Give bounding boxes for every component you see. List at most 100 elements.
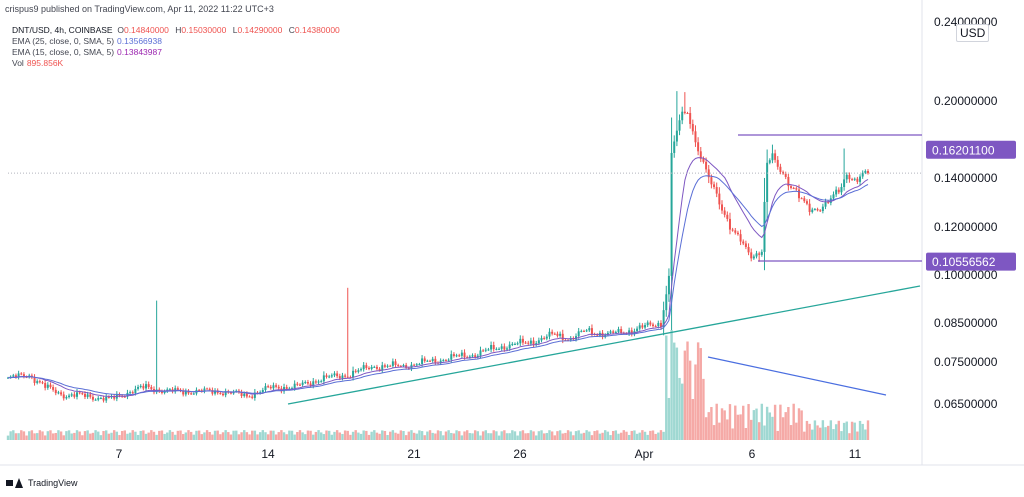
- volume-bar: [460, 435, 464, 440]
- candle-body: [766, 162, 769, 202]
- volume-bar: [187, 430, 190, 440]
- volume-bar: [57, 430, 60, 440]
- candle-body: [821, 206, 824, 212]
- candle-body: [46, 384, 49, 388]
- volume-bar: [378, 433, 381, 440]
- candle-body: [275, 385, 278, 387]
- volume-bar: [181, 434, 185, 440]
- volume-bar: [768, 412, 771, 440]
- candle-body: [317, 381, 320, 383]
- candle-body: [184, 391, 187, 395]
- candle-body: [628, 330, 631, 334]
- volume-bar: [285, 434, 288, 440]
- candle-body: [476, 355, 479, 357]
- volume-bar: [250, 430, 254, 440]
- volume-bar: [306, 430, 310, 440]
- y-tick-label: 0.10000000: [934, 268, 998, 282]
- candle-body: [89, 394, 92, 397]
- candle-body: [673, 141, 676, 153]
- candle-body: [229, 392, 232, 394]
- volume-bar: [6, 435, 10, 440]
- volume-bar: [33, 433, 36, 440]
- volume-bar: [179, 430, 182, 440]
- volume-bar: [166, 432, 169, 440]
- candle-body: [843, 179, 846, 188]
- candle-body: [657, 322, 660, 327]
- volume-bar: [803, 431, 806, 440]
- volume-bar: [468, 433, 472, 440]
- candle-body: [73, 394, 76, 397]
- y-tick-label: 0.07500000: [934, 355, 998, 369]
- volume-bar: [423, 435, 426, 440]
- volume-bar: [75, 430, 79, 440]
- x-tick-label: 7: [116, 447, 123, 461]
- candle-body: [397, 365, 400, 367]
- candle-body: [415, 364, 418, 366]
- volume-bar: [237, 434, 241, 440]
- volume-bar: [715, 403, 718, 440]
- volume-bar: [301, 432, 304, 440]
- candle-body: [768, 160, 771, 163]
- volume-bar: [163, 433, 166, 440]
- candle-body: [508, 344, 511, 349]
- candle-body: [94, 399, 97, 401]
- candle-body: [216, 390, 219, 394]
- candle-body: [641, 325, 644, 328]
- volume-bar: [362, 430, 365, 440]
- candle-body: [291, 388, 294, 390]
- volume-bar: [760, 403, 764, 440]
- candle-body: [402, 365, 405, 367]
- candle-body: [553, 333, 556, 335]
- y-tick-label: 0.14000000: [934, 171, 998, 185]
- volume-bar: [54, 433, 57, 440]
- volume-bar: [763, 425, 766, 440]
- candle-body: [527, 342, 530, 344]
- x-tick-label: 6: [749, 447, 756, 461]
- volume-bar: [118, 435, 121, 440]
- candle-body: [511, 343, 514, 345]
- candle-body: [697, 142, 700, 152]
- volume-bar: [643, 431, 647, 440]
- volume-bar: [864, 429, 867, 440]
- y-tick-label: 0.08500000: [934, 316, 998, 330]
- candle-body: [367, 367, 370, 369]
- volume-bar: [354, 430, 357, 440]
- volume-bar: [622, 430, 626, 440]
- candle-body: [620, 329, 623, 333]
- candle-body: [492, 345, 495, 350]
- candle-body: [856, 178, 859, 182]
- candle-body: [797, 189, 800, 199]
- candle-body: [378, 368, 381, 371]
- candle-body: [782, 171, 785, 174]
- candle-body: [752, 256, 755, 259]
- volume-bar: [158, 430, 161, 440]
- volume-bar: [596, 430, 599, 440]
- candle-body: [537, 340, 540, 344]
- candle-body: [771, 153, 774, 161]
- candle-body: [715, 187, 718, 194]
- candle-body: [83, 393, 86, 397]
- volume-bar: [171, 431, 174, 440]
- candle-body: [659, 322, 662, 328]
- volume-bar: [627, 434, 631, 440]
- volume-bar: [473, 430, 477, 440]
- candle-body: [556, 333, 559, 336]
- volume-bar: [707, 412, 710, 440]
- volume-bar: [686, 341, 689, 440]
- candle-body: [421, 358, 424, 364]
- volume-bar: [373, 430, 376, 440]
- candle-body: [365, 365, 368, 368]
- volume-bar: [309, 430, 312, 440]
- volume-bar: [718, 422, 721, 440]
- candle-body: [269, 386, 272, 389]
- candle-body: [644, 325, 647, 328]
- volume-bar: [73, 432, 76, 440]
- volume-bar: [192, 434, 196, 440]
- candle-body: [455, 355, 458, 357]
- candle-body: [341, 375, 344, 379]
- currency-label[interactable]: USD: [956, 24, 990, 42]
- candle-body: [444, 360, 447, 362]
- volume-bar: [657, 432, 660, 440]
- candle-body: [710, 177, 713, 185]
